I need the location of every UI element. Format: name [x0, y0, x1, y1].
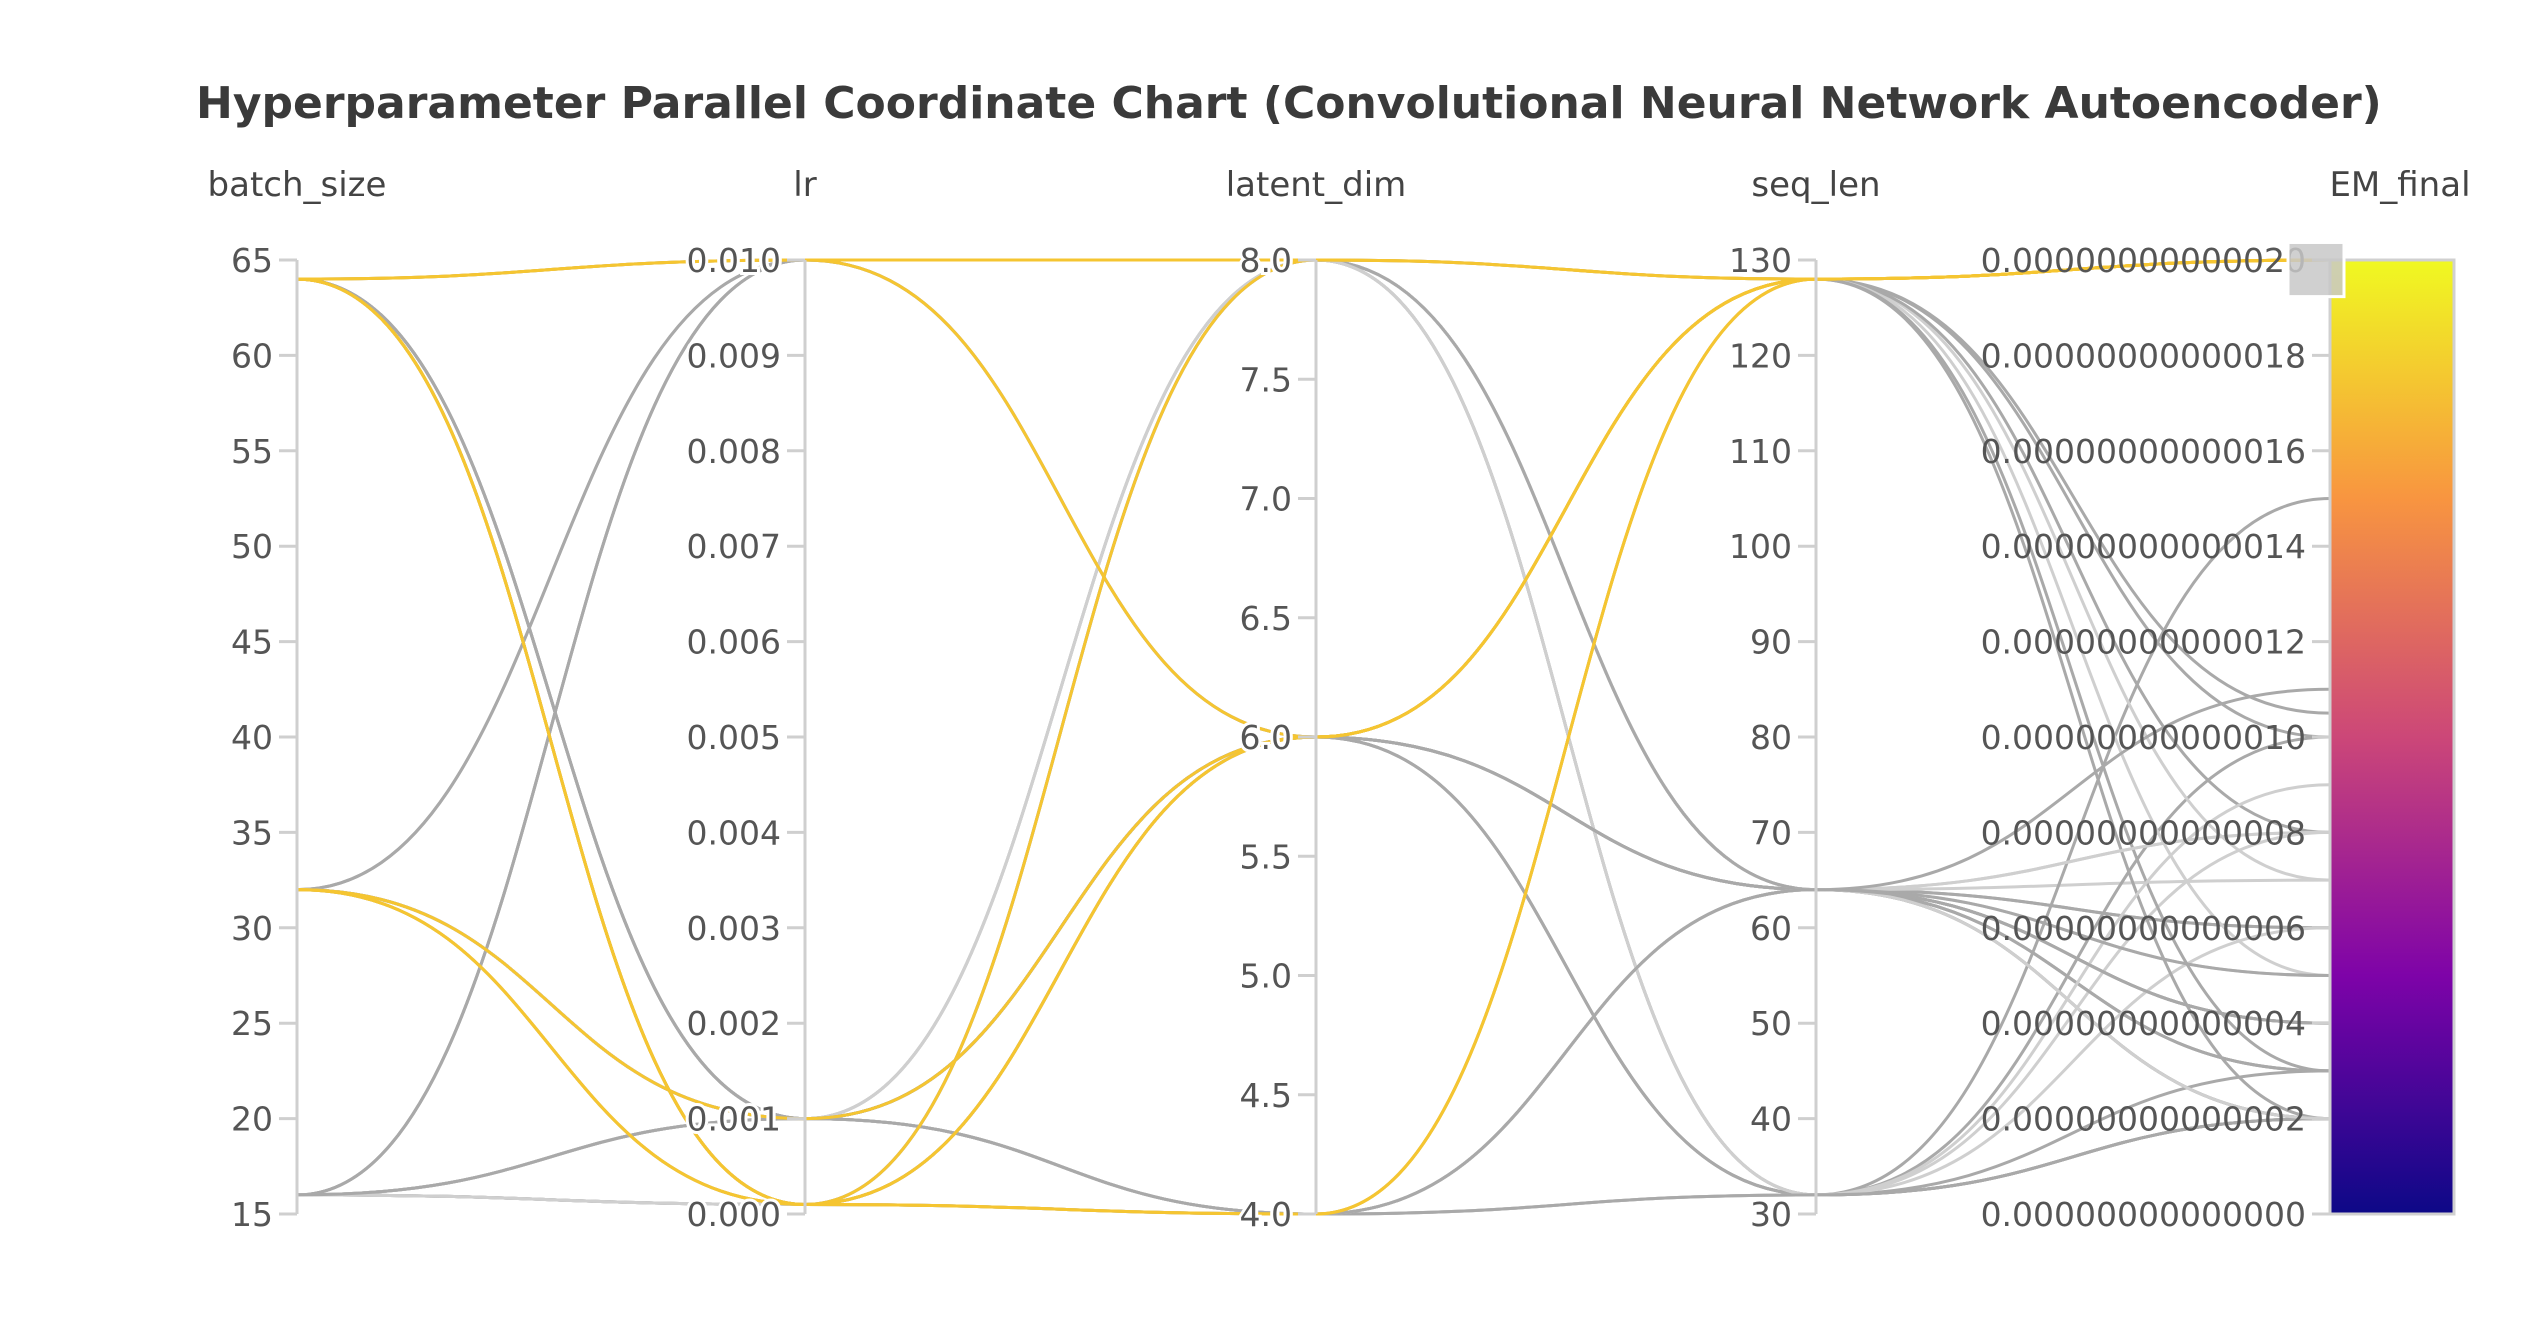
tick-label: 0.00000000000010 [1981, 718, 2306, 757]
tick-label: 70 [1750, 813, 1792, 852]
axis-label: latent_dim [1226, 165, 1407, 205]
axis-label: EM_final [2329, 165, 2470, 205]
run-line-7 [296, 258, 2331, 1121]
color-bar-gradient [2328, 258, 2456, 1216]
tick-label: 0.00000000000000 [1981, 1195, 2306, 1234]
tick-label: 4.5 [1240, 1076, 1292, 1115]
tick-label: 0.00000000000008 [1981, 813, 2306, 852]
chart-title: Hyperparameter Parallel Coordinate Chart… [196, 78, 2382, 129]
tick-label: 0.00000000000020 [1981, 241, 2306, 280]
axis-seq-len: seq_len 30 40 50 60 70 80 90 100 110 120 130 [1726, 165, 1881, 1237]
run-line-26 [296, 277, 2331, 1121]
tick-label: 0.00000000000012 [1981, 623, 2306, 662]
tick-label: 0.000 [687, 1195, 781, 1234]
tick-label: 0.010 [687, 241, 781, 280]
tick-label: 30 [231, 909, 273, 948]
tick-label: 20 [231, 1100, 273, 1139]
tick-label: 40 [1750, 1100, 1792, 1139]
tick-label: 0.00000000000002 [1981, 1100, 2306, 1139]
axis-lr: lr 0.000 0.001 0.002 0.003 0.004 0.005 0.006 0.0… [684, 165, 817, 1237]
tick-label: 35 [231, 813, 273, 852]
axis-label: seq_len [1751, 165, 1880, 205]
tick-label: 55 [231, 432, 273, 471]
tick-label: 130 [1729, 241, 1792, 280]
run-line-34 [296, 277, 2331, 1121]
tick-label: 0.00000000000006 [1981, 909, 2306, 948]
tick-label: 0.008 [687, 432, 781, 471]
axis-latent-dim: latent_dim 4.0 4.5 5.0 5.5 6.0 6.5 7.0 7.5 8.0 [1226, 165, 1407, 1237]
tick-label: 0.002 [687, 1004, 781, 1043]
tick-label: 40 [231, 718, 273, 757]
tick-label: 0.007 [687, 527, 781, 566]
tick-label: 0.005 [687, 718, 781, 757]
tick-label: 0.006 [687, 623, 781, 662]
constraint-range-handle[interactable] [2286, 240, 2346, 299]
run-line-31 [296, 277, 2331, 1121]
tick-label: 4.0 [1240, 1195, 1292, 1234]
tick-label: 0.009 [687, 336, 781, 375]
tick-label: 15 [231, 1195, 273, 1234]
tick-label: 100 [1729, 527, 1792, 566]
tick-label: 45 [231, 623, 273, 662]
tick-label: 5.0 [1240, 957, 1292, 996]
tick-label: 8.0 [1240, 241, 1292, 280]
run-lines [296, 258, 2331, 1216]
tick-label: 80 [1750, 718, 1792, 757]
axis-EM-final: EM_final 0.00000000000000 0.00000000000002… [1981, 165, 2471, 1234]
axis-label: lr [793, 165, 816, 205]
tick-label: 50 [1750, 1004, 1792, 1043]
tick-label: 0.00000000000014 [1981, 527, 2306, 566]
tick-label: 0.001 [687, 1100, 781, 1139]
tick-label: 0.00000000000018 [1981, 336, 2306, 375]
tick-label: 0.003 [687, 909, 781, 948]
tick-label: 25 [231, 1004, 273, 1043]
tick-label: 65 [231, 241, 273, 280]
axis-batch-size: batch_size 15 20 25 30 35 40 45 50 55 60 65 [208, 165, 387, 1234]
tick-label: 0.004 [687, 813, 781, 852]
tick-label: 110 [1729, 432, 1792, 471]
tick-label: 30 [1750, 1195, 1792, 1234]
run-line-18 [296, 258, 2331, 1121]
tick-label: 0.00000000000004 [1981, 1004, 2306, 1043]
tick-label: 5.5 [1240, 837, 1292, 876]
tick-label: 60 [1750, 909, 1792, 948]
tick-label: 7.0 [1240, 480, 1292, 519]
axis-label: batch_size [208, 165, 387, 205]
color-bar [2286, 240, 2456, 1216]
run-line-43 [296, 277, 2331, 1216]
tick-label: 90 [1750, 623, 1792, 662]
tick-label: 60 [231, 336, 273, 375]
tick-label: 6.0 [1240, 718, 1292, 757]
tick-label: 7.5 [1240, 360, 1292, 399]
tick-label: 50 [231, 527, 273, 566]
tick-label: 0.00000000000016 [1981, 432, 2306, 471]
axes: batch_size1520253035404550556065lr0.0000… [208, 165, 2471, 1237]
tick-label: 6.5 [1240, 599, 1292, 638]
tick-label: 120 [1729, 336, 1792, 375]
